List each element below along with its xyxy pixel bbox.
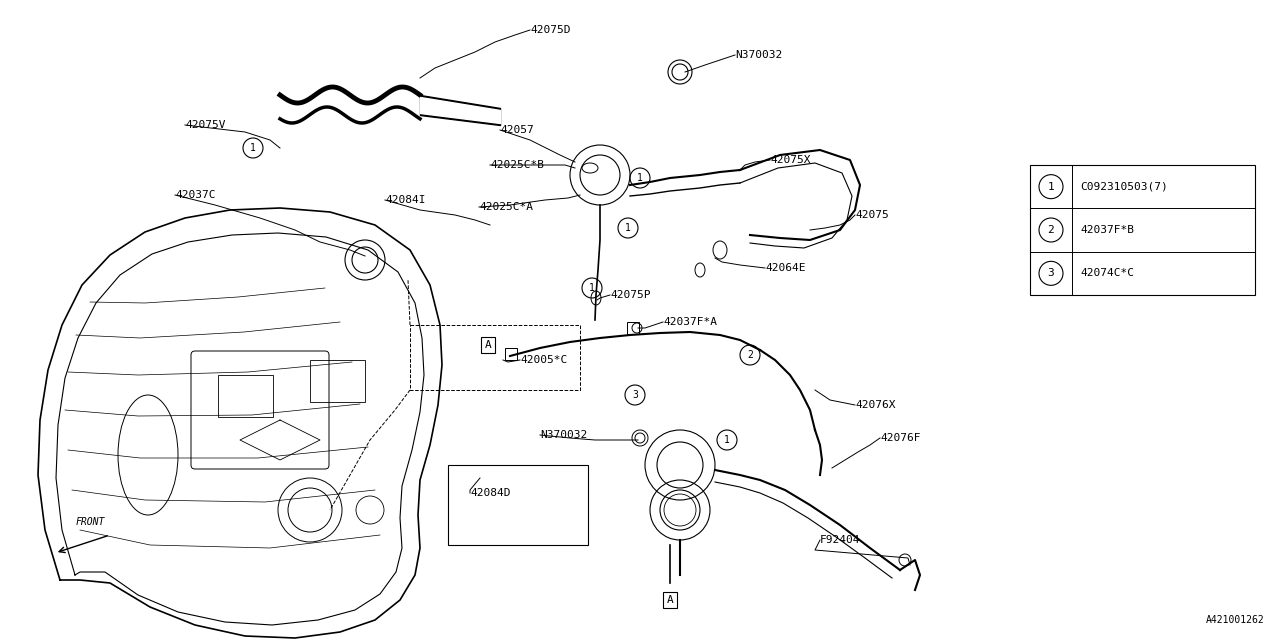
Bar <box>1030 165 1254 295</box>
Text: 42037F*A: 42037F*A <box>663 317 717 327</box>
Text: FRONT: FRONT <box>76 517 105 527</box>
Text: 1: 1 <box>724 435 730 445</box>
Text: 42076X: 42076X <box>855 400 896 410</box>
Text: N370032: N370032 <box>735 50 782 60</box>
Text: 42025C*B: 42025C*B <box>490 160 544 170</box>
Bar <box>448 465 588 545</box>
Text: 42075V: 42075V <box>186 120 225 130</box>
Text: 42005*C: 42005*C <box>520 355 567 365</box>
Text: A421001262: A421001262 <box>1206 615 1265 625</box>
Text: 42075: 42075 <box>855 210 888 220</box>
Text: 1: 1 <box>1047 182 1055 191</box>
Text: A: A <box>667 595 673 605</box>
Text: 42037F*B: 42037F*B <box>1080 225 1134 235</box>
Text: 2: 2 <box>748 350 753 360</box>
Bar <box>627 322 639 334</box>
Text: 42064E: 42064E <box>765 263 805 273</box>
Text: 42084I: 42084I <box>385 195 425 205</box>
Text: 1: 1 <box>250 143 256 153</box>
Text: 1: 1 <box>589 283 595 293</box>
Text: N370032: N370032 <box>540 430 588 440</box>
Text: 42057: 42057 <box>500 125 534 135</box>
Bar <box>506 348 517 360</box>
Bar <box>218 375 273 417</box>
Bar <box>410 325 580 390</box>
Text: 1: 1 <box>637 173 643 183</box>
Text: 42037C: 42037C <box>175 190 215 200</box>
Text: 42074C*C: 42074C*C <box>1080 268 1134 278</box>
Text: 2: 2 <box>1047 225 1055 235</box>
Text: 42075D: 42075D <box>530 25 571 35</box>
Bar <box>310 360 365 402</box>
Text: 42075X: 42075X <box>771 155 810 165</box>
Text: 3: 3 <box>632 390 637 400</box>
Text: F92404: F92404 <box>820 535 860 545</box>
Text: 42075P: 42075P <box>611 290 650 300</box>
Text: C092310503(7): C092310503(7) <box>1080 182 1167 191</box>
Text: 42025C*A: 42025C*A <box>479 202 532 212</box>
Text: A: A <box>485 340 492 350</box>
Text: 3: 3 <box>1047 268 1055 278</box>
Text: 1: 1 <box>625 223 631 233</box>
Text: 42076F: 42076F <box>881 433 920 443</box>
Text: 42084D: 42084D <box>470 488 511 498</box>
